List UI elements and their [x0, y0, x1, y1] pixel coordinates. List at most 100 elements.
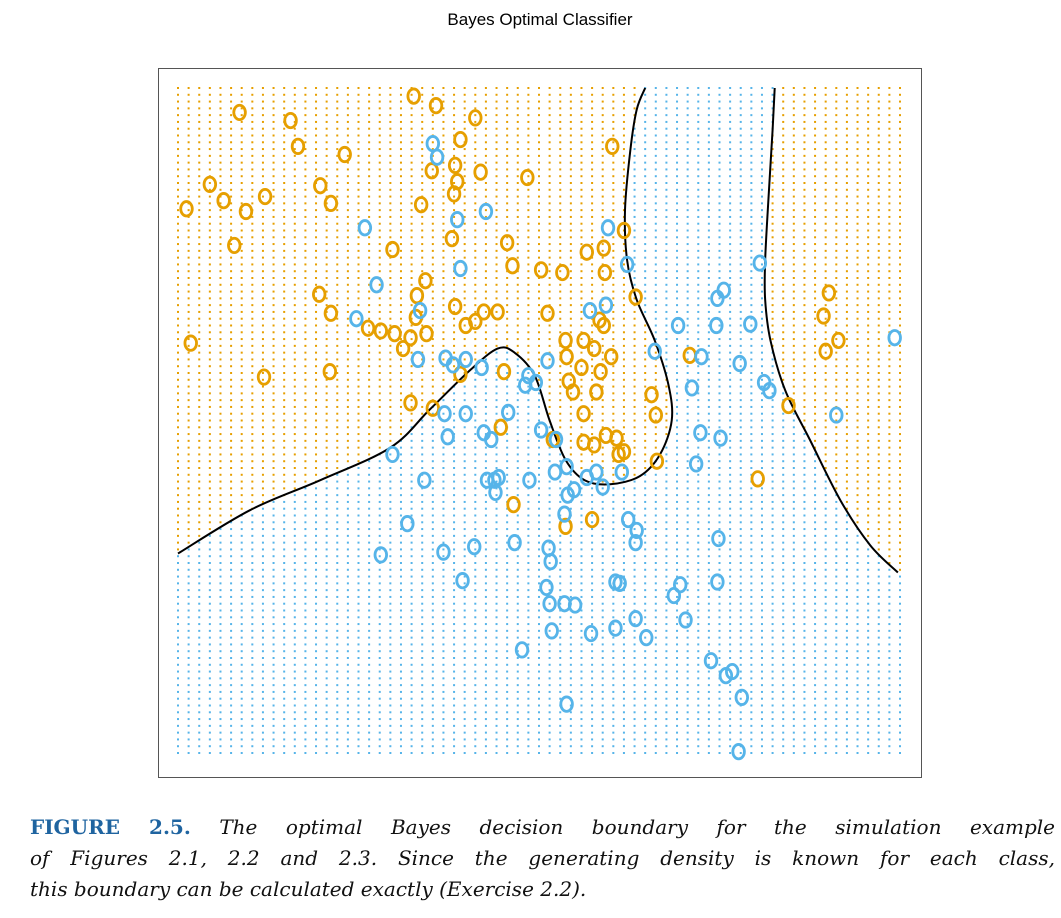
grid-dot	[686, 317, 689, 320]
grid-dot	[187, 358, 190, 361]
grid-dot	[697, 209, 700, 212]
grid-dot	[686, 433, 689, 436]
grid-dot	[198, 595, 201, 598]
grid-dot	[187, 534, 190, 537]
grid-dot	[368, 209, 371, 212]
grid-dot	[283, 419, 286, 422]
grid-dot	[622, 677, 625, 680]
grid-dot	[240, 290, 243, 293]
grid-dot	[272, 419, 275, 422]
grid-dot	[453, 643, 456, 646]
grid-dot	[219, 290, 222, 293]
grid-dot	[283, 500, 286, 503]
grid-dot	[399, 120, 402, 123]
grid-dot	[591, 141, 594, 144]
grid-dot	[336, 222, 339, 225]
grid-dot	[357, 494, 360, 497]
grid-dot	[601, 304, 604, 307]
grid-dot	[336, 154, 339, 157]
grid-dot	[272, 494, 275, 497]
grid-dot	[591, 677, 594, 680]
grid-dot	[686, 453, 689, 456]
grid-dot	[591, 222, 594, 225]
grid-dot	[421, 249, 424, 252]
grid-dot	[569, 229, 572, 232]
grid-dot	[378, 623, 381, 626]
grid-dot	[336, 236, 339, 239]
grid-dot	[389, 344, 392, 347]
grid-dot	[293, 500, 296, 503]
grid-dot	[538, 487, 540, 490]
grid-dot	[453, 738, 456, 741]
grid-dot	[506, 697, 509, 700]
grid-dot	[208, 731, 211, 734]
grid-dot	[484, 670, 487, 673]
grid-dot	[654, 209, 657, 212]
grid-dot	[389, 623, 392, 626]
grid-dot	[580, 629, 583, 632]
grid-dot	[431, 528, 434, 531]
grid-dot	[251, 582, 254, 585]
grid-dot	[453, 249, 456, 252]
grid-dot	[442, 392, 445, 395]
grid-dot	[346, 188, 349, 191]
grid-dot	[633, 718, 636, 721]
grid-dot	[399, 256, 402, 259]
grid-dot	[686, 202, 689, 205]
grid-dot	[527, 405, 530, 408]
grid-dot	[315, 405, 318, 408]
grid-dot	[484, 650, 487, 653]
grid-dot	[272, 575, 275, 578]
grid-dot	[410, 663, 413, 666]
grid-dot	[506, 548, 509, 551]
grid-dot	[325, 277, 328, 279]
grid-dot	[293, 263, 296, 266]
grid-dot	[474, 331, 477, 334]
grid-dot	[697, 270, 700, 273]
grid-dot	[559, 752, 562, 754]
grid-dot	[304, 670, 307, 673]
grid-dot	[474, 405, 477, 408]
grid-dot	[336, 412, 339, 415]
grid-dot	[187, 697, 190, 700]
grid-dot	[654, 270, 657, 273]
grid-dot	[219, 609, 222, 612]
grid-dot	[261, 277, 264, 279]
grid-dot	[495, 670, 498, 673]
grid-dot	[315, 460, 318, 463]
grid-dot	[506, 677, 509, 680]
grid-dot	[230, 120, 233, 123]
grid-dot	[293, 602, 296, 605]
grid-dot	[580, 582, 583, 585]
grid-dot	[665, 745, 668, 748]
grid-dot	[431, 433, 434, 436]
grid-dot	[198, 351, 201, 354]
grid-dot	[516, 134, 519, 137]
grid-dot	[315, 446, 318, 449]
grid-dot	[580, 562, 583, 564]
grid-dot	[357, 433, 360, 436]
grid-dot	[484, 93, 487, 96]
grid-dot	[463, 534, 466, 537]
grid-dot	[240, 541, 243, 544]
grid-dot	[208, 195, 211, 198]
grid-dot	[538, 690, 540, 693]
grid-dot	[283, 256, 286, 259]
grid-dot	[240, 297, 243, 300]
grid-dot	[559, 555, 562, 558]
grid-dot	[612, 412, 615, 415]
grid-dot	[644, 161, 647, 164]
grid-dot	[399, 446, 402, 449]
grid-dot	[346, 270, 349, 273]
grid-dot	[580, 507, 583, 510]
grid-dot	[357, 378, 360, 381]
grid-dot	[230, 697, 233, 700]
grid-dot	[442, 616, 445, 619]
grid-dot	[399, 263, 402, 266]
grid-dot	[697, 412, 700, 415]
grid-dot	[399, 358, 402, 361]
grid-dot	[622, 182, 625, 184]
grid-dot	[601, 161, 604, 164]
grid-dot	[654, 562, 657, 564]
grid-dot	[251, 405, 254, 408]
